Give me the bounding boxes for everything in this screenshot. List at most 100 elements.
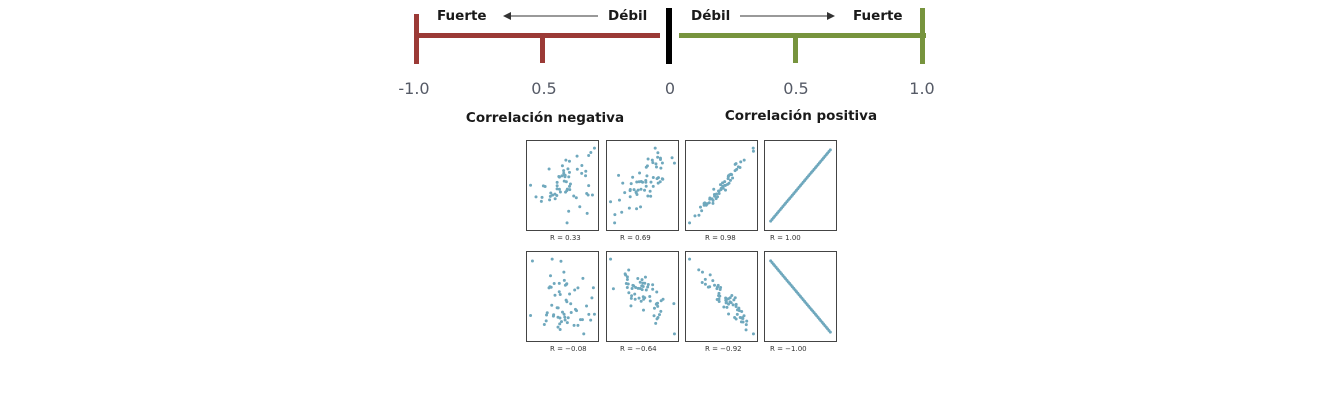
scatter-point	[718, 288, 722, 292]
tick-label-pos-half: 0.5	[783, 79, 809, 98]
scatter-point	[670, 156, 674, 160]
scatter-point	[548, 198, 552, 202]
scatter-plot: R = −0.92	[685, 251, 758, 353]
scatter-point	[738, 315, 742, 319]
scatter-point	[651, 161, 655, 165]
scatter-point	[560, 320, 563, 324]
scatter-point	[580, 163, 584, 167]
scatter-point	[652, 306, 656, 310]
scatter-point	[717, 299, 721, 303]
scatter-point	[578, 318, 582, 322]
scatter-point	[589, 318, 593, 322]
scatter-point	[564, 158, 568, 162]
r-value-label: R = −0.92	[705, 345, 742, 353]
scatter-point	[717, 191, 721, 195]
scatter-point	[611, 287, 615, 291]
tick-label-plus-1: 1.0	[909, 79, 935, 98]
scatter-point	[563, 283, 567, 287]
negative-section-title: Correlación negativa	[465, 110, 625, 126]
scatter-point	[723, 180, 727, 184]
scatter-point	[550, 257, 554, 261]
scatter-point	[633, 292, 637, 296]
scatter-point	[646, 283, 650, 286]
scatter-point	[734, 162, 738, 166]
scatter-point	[741, 317, 745, 320]
scatter-point	[617, 198, 621, 202]
r-value-label: R = −1.00	[770, 345, 807, 353]
scatter-point	[697, 268, 701, 272]
scatter-point	[643, 275, 647, 279]
plot-frame	[526, 251, 599, 342]
scatter-point	[727, 181, 731, 185]
scatter-point	[534, 195, 538, 199]
scatter-point	[698, 205, 702, 209]
scatter-point	[729, 172, 733, 176]
scatter-point	[567, 175, 571, 179]
scatter-point	[623, 272, 627, 276]
scatter-point	[551, 314, 555, 318]
scatter-point	[721, 186, 725, 190]
scatter-point	[544, 319, 548, 323]
scatter-point	[742, 314, 746, 318]
scatter-point	[565, 321, 569, 325]
scatter-point	[740, 310, 744, 313]
scatter-point	[555, 180, 559, 184]
scatter-point	[632, 188, 636, 192]
scatter-point	[529, 313, 533, 317]
scatter-point	[572, 323, 576, 327]
scatter-point	[646, 194, 650, 198]
scatter-point	[585, 191, 589, 195]
scatter-point	[651, 283, 655, 287]
scatter-point	[629, 182, 633, 186]
scatter-point	[633, 297, 637, 301]
scatter-points	[769, 148, 832, 223]
scatter-point	[573, 307, 577, 311]
scatter-point	[539, 199, 543, 203]
scatter-point	[558, 292, 562, 296]
scatter-point	[644, 288, 648, 292]
scatter-point	[634, 191, 638, 195]
scatter-point	[700, 280, 704, 284]
scatter-point	[558, 322, 562, 326]
scatter-point	[563, 175, 567, 179]
scatter-point	[700, 209, 704, 213]
scatter-point	[653, 146, 657, 150]
scatter-point	[617, 173, 621, 177]
scatter-point	[576, 286, 580, 290]
scatter-point	[549, 191, 553, 195]
scatter-point	[751, 146, 755, 150]
scatter-point	[565, 189, 569, 193]
scatter-point	[557, 175, 561, 179]
scatter-point	[731, 176, 735, 180]
scatter-point	[549, 285, 553, 289]
scatter-point	[566, 316, 570, 320]
tick-label-zero: 0	[664, 79, 676, 98]
scatter-point	[564, 298, 568, 302]
scatter-point	[636, 188, 640, 192]
scatter-point	[727, 302, 731, 306]
negative-scale-line	[414, 33, 660, 38]
scatter-point	[613, 213, 617, 217]
scatter-point	[703, 282, 707, 286]
scatter-point	[724, 301, 728, 305]
scatter-point	[555, 187, 559, 191]
scatter-point	[562, 278, 566, 282]
scatter-point	[625, 277, 629, 281]
scatter-point	[734, 317, 738, 321]
scatter-point	[557, 187, 561, 191]
scatter-point	[542, 322, 546, 326]
scatter-point	[543, 185, 547, 189]
scatter-point	[639, 299, 643, 303]
scatter-point	[638, 280, 642, 284]
scatter-point	[584, 169, 588, 173]
scatter-point	[660, 177, 664, 181]
scatter-point	[736, 308, 740, 312]
scatter-point	[627, 268, 631, 272]
scatter-point	[563, 318, 567, 322]
scatter-point	[708, 285, 712, 289]
scatter-point	[697, 213, 701, 217]
tick-label-minus-1: -1.0	[398, 79, 430, 98]
scatter-points	[688, 146, 755, 225]
scatter-point	[569, 302, 573, 306]
scatter-point	[609, 257, 613, 261]
